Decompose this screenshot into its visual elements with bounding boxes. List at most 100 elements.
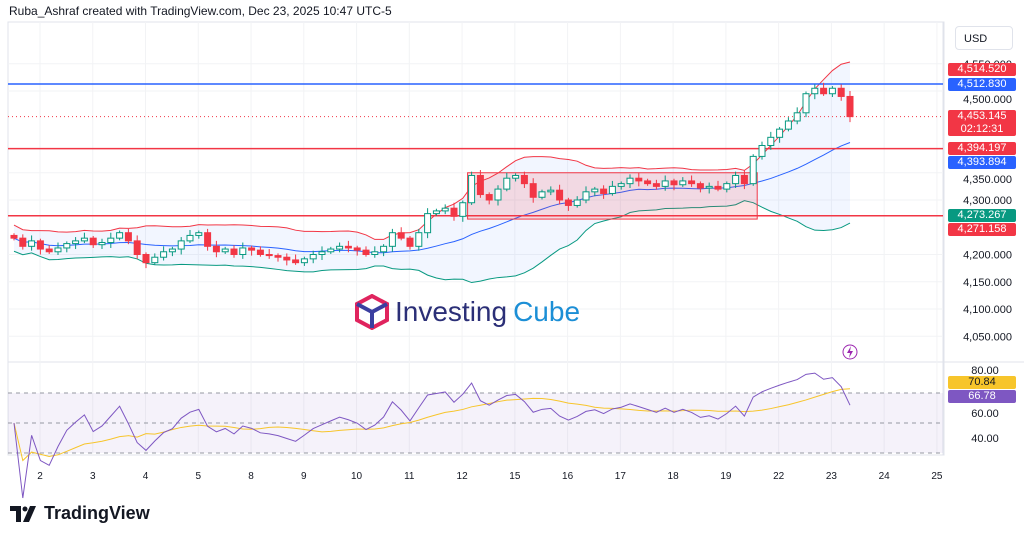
lightning-icon [842, 344, 858, 360]
x-tick-label: 24 [879, 471, 891, 482]
price-tag-high: 4,514.520 [948, 63, 1016, 76]
candle-body [556, 189, 564, 201]
rsi-line [13, 372, 851, 499]
x-tick-label: 23 [826, 471, 838, 482]
price-tick-label: 4,350.000 [963, 174, 1012, 186]
candle-body [696, 183, 704, 189]
candle-body [45, 248, 53, 253]
price-tag-bb-mid: 4,393.894 [948, 156, 1016, 169]
candle-body [441, 207, 449, 212]
x-tick-label: 15 [509, 471, 521, 482]
candle-body [318, 251, 326, 255]
price-tag-red-mid: 4,394.197 [948, 142, 1016, 155]
candle-body [529, 183, 537, 198]
candle-body [151, 256, 159, 264]
candle-body [98, 242, 106, 246]
candle-body [802, 93, 810, 114]
candle-body [776, 128, 784, 138]
candle-body [573, 199, 581, 206]
candle-body [292, 259, 300, 264]
price-tick-label: 4,050.000 [963, 331, 1012, 343]
candle-body [36, 240, 44, 250]
candle-body [811, 87, 819, 95]
candle-body [600, 188, 608, 194]
candle-body [212, 245, 220, 253]
candle-body [740, 174, 748, 185]
x-tick-label: 2 [37, 471, 43, 482]
x-tick-label: 9 [301, 471, 307, 482]
price-tag-bb-low: 4,273.267 [948, 209, 1016, 222]
candle-body [591, 188, 599, 193]
candle-body [432, 210, 440, 215]
candle-body [749, 155, 757, 185]
candle-body [732, 174, 740, 185]
candle-body [195, 232, 203, 236]
price-tag-red-low: 4,271.158 [948, 223, 1016, 236]
currency-button[interactable]: USD [955, 26, 1013, 50]
candle-body [494, 188, 502, 201]
x-tick-label: 8 [248, 471, 254, 482]
candle-body [520, 174, 528, 185]
watermark-cube: Cube [513, 296, 581, 327]
candle-body [828, 87, 836, 95]
x-tick-label: 22 [773, 471, 785, 482]
lightning-icon-glyph [847, 346, 853, 358]
candle-body [10, 234, 18, 239]
candle-body [116, 232, 124, 239]
candle-body [758, 145, 766, 157]
candle-body [160, 251, 168, 258]
investingcube-watermark: Investing Cube [355, 294, 580, 330]
candle-body [626, 177, 634, 185]
candle-body [547, 189, 555, 193]
x-tick-label: 3 [90, 471, 96, 482]
candle-body [723, 183, 731, 190]
candle-body [204, 232, 212, 247]
rsi-tick-label: 40.00 [971, 433, 999, 445]
watermark-investing: Investing [395, 296, 508, 327]
candle-body [767, 136, 775, 146]
candle-body [424, 213, 432, 234]
rsi-tick-label: 80.00 [971, 365, 999, 377]
candle-body [239, 247, 247, 256]
candle-body [300, 258, 308, 264]
bb-upper [13, 61, 851, 240]
candle-body [652, 183, 660, 187]
candle-body [124, 232, 132, 242]
rsi-tag: 66.78 [948, 390, 1016, 403]
candle-body [503, 177, 511, 190]
x-tick-label: 25 [931, 471, 943, 482]
plot-frame [7, 21, 945, 456]
rsi-tick-label: 60.00 [971, 408, 999, 420]
price-tick-label: 4,150.000 [963, 277, 1012, 289]
candle-body [617, 183, 625, 187]
range-box [467, 172, 758, 220]
candle-body [670, 180, 678, 186]
candle-body [564, 199, 572, 206]
candle-body [538, 191, 546, 198]
candle-body [644, 180, 652, 185]
candle-body [72, 240, 80, 245]
tradingview-logo[interactable]: TradingView [10, 503, 150, 524]
candle-body [705, 185, 713, 189]
x-tick-label: 4 [143, 471, 149, 482]
x-tick-label: 19 [720, 471, 732, 482]
candle-body [107, 237, 115, 244]
candle-body [142, 254, 150, 264]
price-tick-label: 4,300.000 [963, 195, 1012, 207]
rsi-ma-line [13, 388, 851, 462]
candle-body [512, 174, 520, 179]
candle-body [336, 245, 344, 250]
candle-body [54, 247, 62, 253]
cube-logo-icon [355, 294, 389, 330]
candle-body [415, 232, 423, 247]
candle-body [846, 95, 854, 118]
x-tick-label: 17 [615, 471, 627, 482]
candle-body [406, 237, 414, 247]
candle-body [582, 191, 590, 201]
price-tick-label: 4,200.000 [963, 250, 1012, 262]
countdown: 02:12:31 [960, 123, 1004, 135]
x-tick-label: 10 [351, 471, 363, 482]
candle-body [283, 256, 291, 261]
